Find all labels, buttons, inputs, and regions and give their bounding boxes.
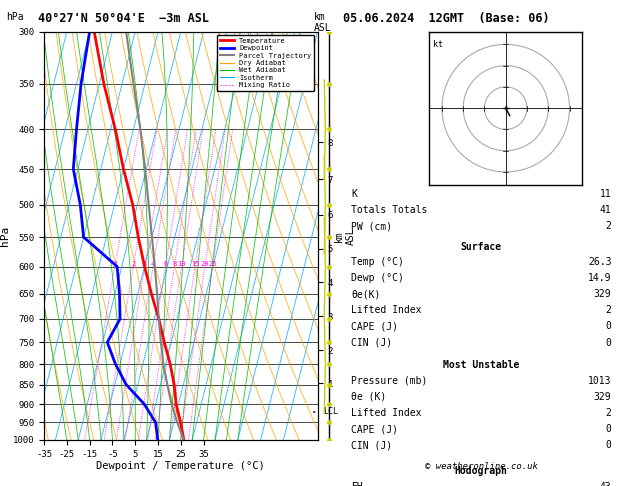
Text: EH: EH: [351, 482, 363, 486]
Text: 41: 41: [599, 205, 611, 215]
Text: 0: 0: [606, 424, 611, 434]
Text: θe(K): θe(K): [351, 289, 381, 299]
Text: Surface: Surface: [460, 242, 502, 252]
Text: 2: 2: [606, 408, 611, 418]
Text: Lifted Index: Lifted Index: [351, 305, 421, 315]
Text: 329: 329: [594, 289, 611, 299]
Text: km: km: [314, 12, 326, 22]
Y-axis label: km
ASL: km ASL: [334, 227, 356, 244]
Text: ASL: ASL: [314, 23, 331, 33]
Text: CIN (J): CIN (J): [351, 337, 392, 347]
Text: θe (K): θe (K): [351, 392, 386, 402]
Text: 05.06.2024  12GMT  (Base: 06): 05.06.2024 12GMT (Base: 06): [343, 12, 549, 25]
Text: LCL: LCL: [323, 407, 338, 417]
Text: 0: 0: [606, 337, 611, 347]
Text: 4: 4: [151, 260, 155, 267]
Text: 1013: 1013: [588, 376, 611, 386]
Text: Pressure (mb): Pressure (mb): [351, 376, 427, 386]
Text: K: K: [351, 189, 357, 199]
Text: hPa: hPa: [6, 12, 24, 22]
Text: 11: 11: [599, 189, 611, 199]
Text: 2: 2: [131, 260, 135, 267]
Text: Hodograph: Hodograph: [455, 466, 508, 476]
Text: Temp (°C): Temp (°C): [351, 257, 404, 267]
Text: CAPE (J): CAPE (J): [351, 424, 398, 434]
Text: 40°27'N 50°04'E  −3m ASL: 40°27'N 50°04'E −3m ASL: [38, 12, 209, 25]
Text: 1: 1: [113, 260, 117, 267]
Text: Most Unstable: Most Unstable: [443, 360, 520, 370]
Text: Dewp (°C): Dewp (°C): [351, 273, 404, 283]
Text: CAPE (J): CAPE (J): [351, 321, 398, 331]
Text: 6: 6: [164, 260, 167, 267]
Text: 25: 25: [208, 260, 217, 267]
Text: Totals Totals: Totals Totals: [351, 205, 427, 215]
Text: 8: 8: [172, 260, 177, 267]
Text: 329: 329: [594, 392, 611, 402]
Text: © weatheronline.co.uk: © weatheronline.co.uk: [425, 462, 538, 471]
Text: kt: kt: [433, 40, 443, 49]
Text: 0: 0: [606, 440, 611, 451]
Legend: Temperature, Dewpoint, Parcel Trajectory, Dry Adiabat, Wet Adiabat, Isotherm, Mi: Temperature, Dewpoint, Parcel Trajectory…: [217, 35, 314, 91]
Text: 15: 15: [191, 260, 199, 267]
Y-axis label: hPa: hPa: [0, 226, 10, 246]
Text: 0: 0: [606, 321, 611, 331]
Text: 14.9: 14.9: [588, 273, 611, 283]
Text: 10: 10: [177, 260, 186, 267]
Text: 2: 2: [606, 222, 611, 231]
Text: 3: 3: [143, 260, 147, 267]
Text: 2: 2: [606, 305, 611, 315]
Text: Lifted Index: Lifted Index: [351, 408, 421, 418]
Text: CIN (J): CIN (J): [351, 440, 392, 451]
Text: 26.3: 26.3: [588, 257, 611, 267]
Text: 43: 43: [599, 482, 611, 486]
Text: PW (cm): PW (cm): [351, 222, 392, 231]
X-axis label: Dewpoint / Temperature (°C): Dewpoint / Temperature (°C): [96, 461, 265, 471]
Text: 20: 20: [201, 260, 209, 267]
